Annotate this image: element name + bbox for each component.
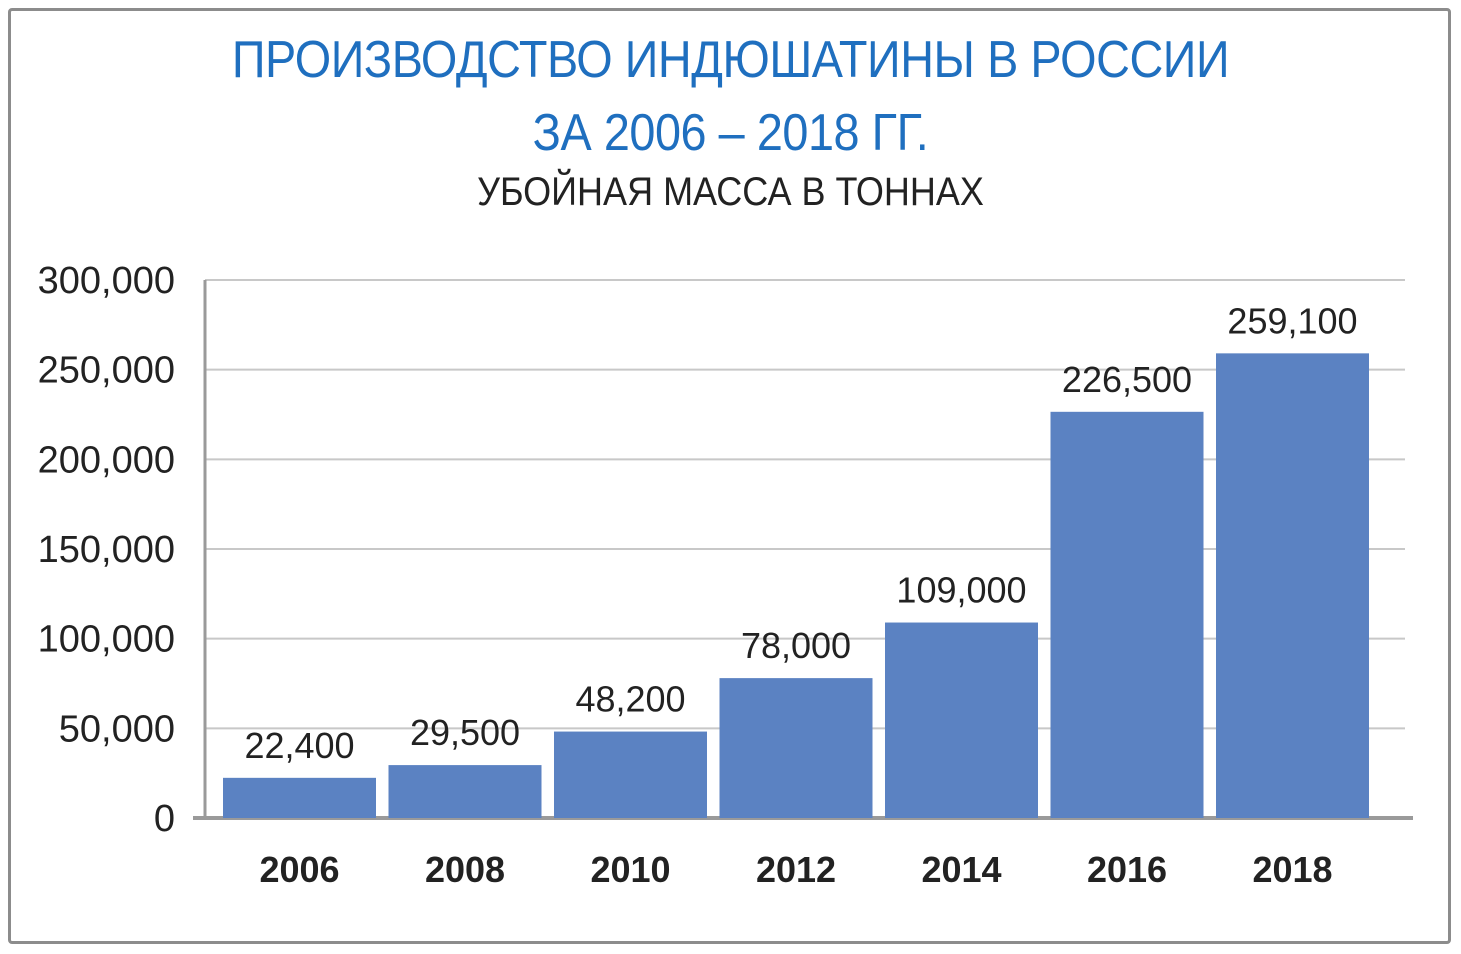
data-label: 48,200 bbox=[575, 679, 685, 720]
bar bbox=[554, 731, 707, 818]
chart-title-line2: ЗА 2006 – 2018 ГГ. bbox=[532, 104, 929, 162]
bar bbox=[1216, 353, 1369, 818]
x-tick-label: 2008 bbox=[425, 849, 505, 890]
y-tick-label: 0 bbox=[154, 798, 175, 840]
y-tick-label: 250,000 bbox=[38, 350, 175, 392]
data-label: 29,500 bbox=[410, 712, 520, 753]
bar bbox=[388, 765, 542, 818]
y-tick-label: 50,000 bbox=[59, 708, 175, 750]
bar bbox=[1050, 411, 1204, 818]
bar bbox=[885, 622, 1038, 818]
x-tick-label: 2014 bbox=[921, 849, 1001, 890]
y-tick-label: 200,000 bbox=[38, 439, 175, 481]
x-tick-label: 2006 bbox=[259, 849, 339, 890]
data-label: 226,500 bbox=[1062, 359, 1192, 400]
y-tick-label: 300,000 bbox=[38, 260, 175, 302]
bar bbox=[719, 678, 873, 818]
data-label: 109,000 bbox=[896, 570, 1026, 611]
x-tick-label: 2018 bbox=[1252, 849, 1332, 890]
x-tick-label: 2010 bbox=[590, 849, 670, 890]
data-label: 22,400 bbox=[244, 725, 354, 766]
bar bbox=[223, 777, 376, 818]
y-tick-label: 150,000 bbox=[38, 529, 175, 571]
x-tick-label: 2016 bbox=[1087, 849, 1167, 890]
chart-subtitle: УБОЙНАЯ МАССА В ТОННАХ bbox=[477, 170, 984, 214]
data-label: 259,100 bbox=[1227, 300, 1357, 341]
y-tick-label: 100,000 bbox=[38, 619, 175, 661]
chart-frame bbox=[8, 8, 1451, 944]
chart-title: ПРОИЗВОДСТВО ИНДЮШАТИНЫ В РОССИИ bbox=[231, 31, 1230, 89]
x-tick-label: 2012 bbox=[756, 849, 836, 890]
data-label: 78,000 bbox=[741, 625, 851, 666]
